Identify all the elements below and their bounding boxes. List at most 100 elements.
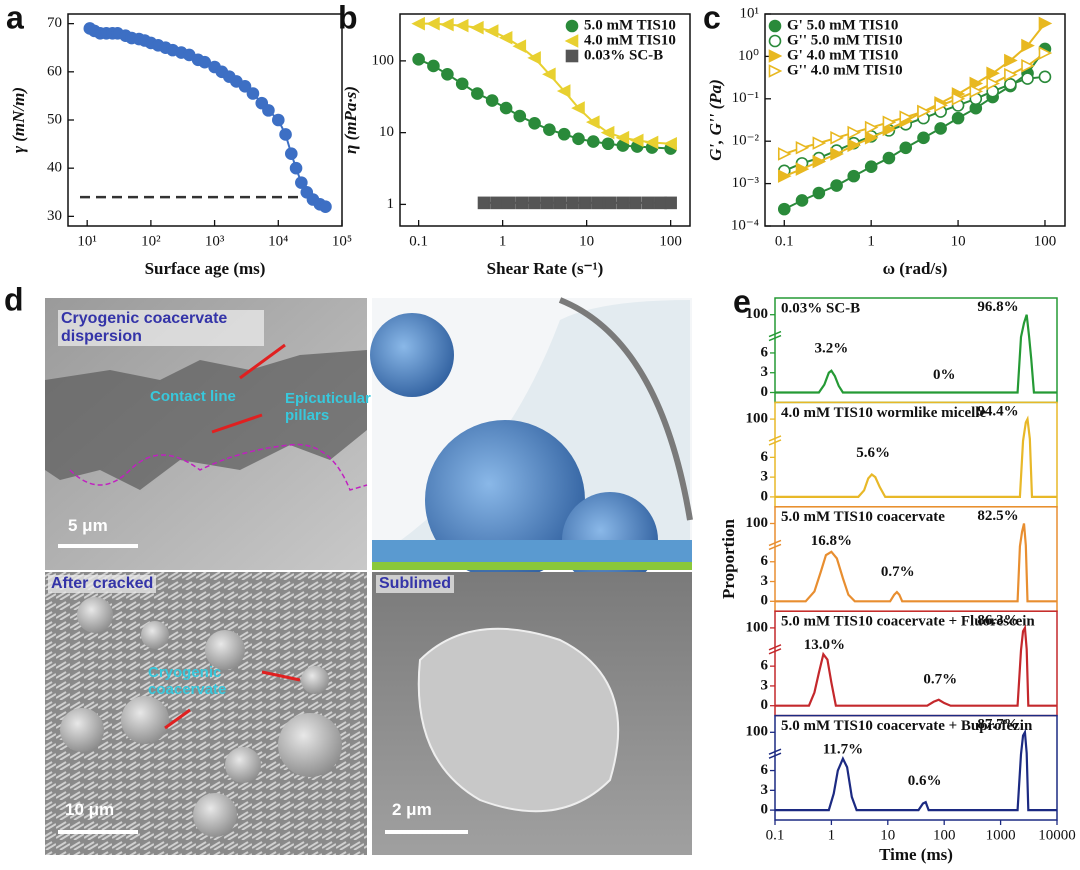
scale-label: 10 μm (65, 800, 115, 819)
peak-label: 0.7% (881, 564, 915, 580)
legend-label: G'' 5.0 mM TIS10 (787, 32, 903, 48)
distribution-line (775, 624, 1057, 707)
y-tick-label: 0 (761, 697, 769, 713)
point (600, 125, 615, 140)
sphere (141, 621, 169, 649)
peak-label: 94.4% (977, 404, 1018, 420)
y-tick-label: 3 (761, 573, 769, 589)
point (768, 19, 782, 33)
point (586, 135, 600, 148)
surface (372, 562, 692, 570)
point (427, 59, 440, 73)
series-label: 4.0 mM TIS10 wormlike micelle (781, 405, 986, 421)
point (515, 196, 529, 210)
arrow (239, 343, 286, 380)
x-tick-label: 100 (1034, 233, 1057, 249)
point (586, 115, 600, 129)
point (812, 136, 827, 150)
point (1004, 77, 1017, 91)
point (641, 196, 655, 210)
point (847, 125, 862, 140)
peak-label: 0% (933, 367, 956, 383)
fit-line (783, 52, 1046, 155)
x-tick-label: 10⁵ (332, 233, 352, 249)
point (864, 131, 879, 145)
y-tick-label: 100 (746, 306, 769, 322)
fit-line (418, 58, 671, 150)
pillars (45, 350, 367, 490)
point (564, 34, 579, 48)
point (1004, 53, 1018, 68)
y-axis-label: Proportion (719, 518, 738, 599)
point (262, 104, 275, 117)
point (934, 98, 948, 113)
x-tick-label: 1000 (986, 827, 1016, 843)
x-tick-label: 10 (579, 233, 594, 249)
legend-label: 5.0 mM TIS10 (584, 17, 676, 33)
axis-break (768, 435, 782, 446)
point (986, 76, 1000, 91)
y-tick-label: 10¹ (740, 5, 760, 21)
peak-label: 96.8% (977, 299, 1018, 315)
point (768, 49, 783, 63)
point (440, 17, 454, 32)
point (502, 196, 516, 210)
subplot-frame (774, 714, 1058, 821)
series-label: 5.0 mM TIS10 coacervate + Fluorescein (781, 614, 1035, 630)
scale-label: 5 μm (68, 516, 108, 535)
point (1021, 72, 1034, 85)
x-tick-label: 1 (499, 233, 507, 249)
point (571, 101, 585, 115)
y-tick-label: 40 (47, 160, 62, 176)
x-tick-label: 10¹ (77, 233, 97, 249)
point (477, 196, 491, 210)
point (615, 130, 630, 145)
point (616, 196, 630, 210)
point (812, 186, 826, 200)
y-tick-label: 100 (372, 52, 395, 68)
point (198, 55, 212, 69)
point (557, 127, 571, 141)
y-tick-label: 30 (47, 208, 62, 224)
point (556, 84, 571, 98)
point (917, 131, 930, 145)
y-tick-label: 60 (47, 63, 62, 79)
x-axis-label: ω (rad/s) (883, 259, 948, 278)
legend-label: 4.0 mM TIS10 (584, 32, 676, 48)
arrow (261, 670, 301, 682)
point (830, 147, 844, 161)
x-tick-label: 10⁴ (268, 233, 288, 249)
point (411, 16, 425, 31)
point (471, 87, 484, 100)
point (644, 135, 659, 150)
axis-break (768, 644, 782, 655)
y-tick-label: 0 (761, 384, 769, 400)
point (319, 200, 332, 214)
y-tick-label: 6 (761, 553, 769, 569)
y-tick-label: 6 (761, 344, 769, 360)
y-tick-label: 1 (387, 196, 395, 212)
sublimed-coacervate (417, 627, 620, 813)
point (812, 154, 827, 169)
y-tick-label: 10⁻⁴ (731, 217, 759, 233)
point (1021, 38, 1035, 53)
point (768, 64, 783, 78)
y-tick-label: 10⁻¹ (732, 90, 759, 106)
point (441, 68, 454, 81)
sphere (121, 696, 169, 744)
axis-break (768, 748, 782, 759)
point (899, 141, 913, 155)
point (426, 16, 440, 31)
distribution-line (775, 728, 1057, 812)
point (986, 66, 1000, 81)
point (664, 196, 677, 210)
distribution-line (775, 314, 1057, 394)
y-tick-label: 50 (47, 111, 62, 127)
y-tick-label: 3 (761, 782, 769, 798)
y-tick-label: 10⁻² (732, 133, 760, 149)
sphere (278, 713, 342, 777)
point (603, 196, 617, 210)
x-tick-label: 100 (659, 233, 682, 249)
point (566, 196, 579, 210)
sphere (225, 747, 261, 783)
